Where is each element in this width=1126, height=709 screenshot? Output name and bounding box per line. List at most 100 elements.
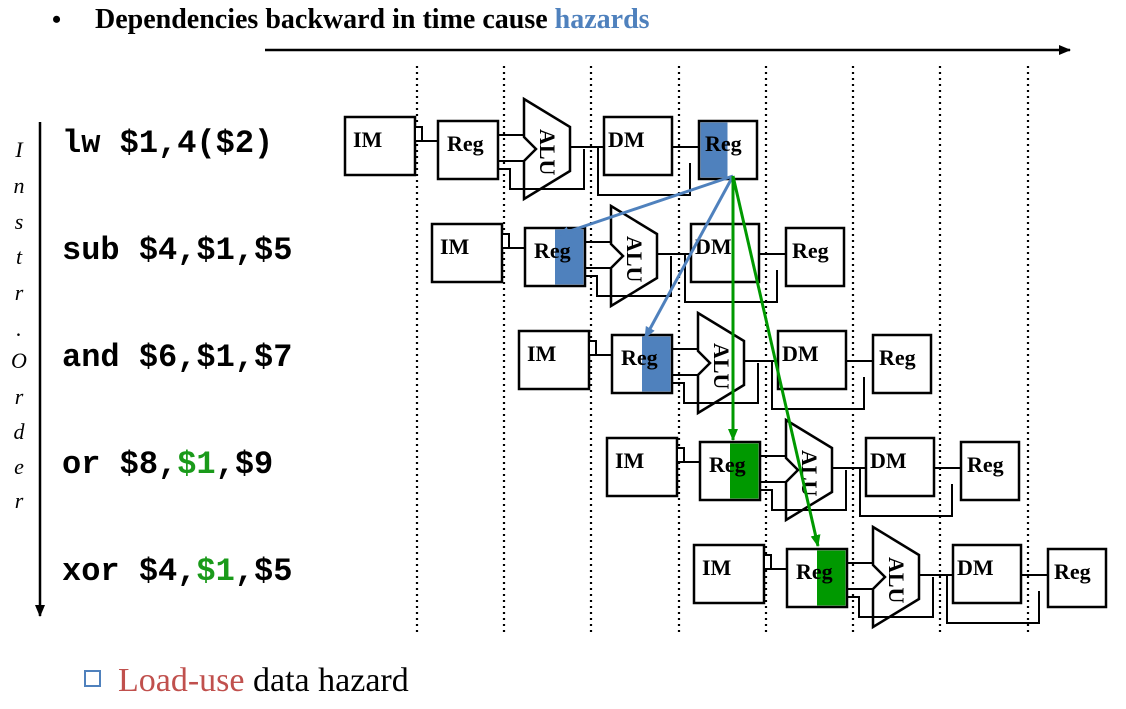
- instruction-line: and $6,$1,$7: [62, 339, 292, 376]
- instruction-opcode: or: [62, 446, 120, 483]
- pipeline-row: IM Reg ALU DM Reg: [517, 310, 933, 416]
- instruction-operand: $4,$1,$5: [139, 232, 293, 269]
- im-label: IM: [527, 341, 557, 366]
- reg-read-label: Reg: [447, 131, 484, 156]
- instruction-operand: $1: [177, 446, 215, 483]
- im-label: IM: [615, 448, 645, 473]
- reg-read-label: Reg: [709, 452, 746, 477]
- dm-label: DM: [695, 234, 732, 259]
- reg-write-box: [1046, 547, 1108, 609]
- im-box: [517, 329, 591, 391]
- im-box: [605, 436, 679, 498]
- instr-order-letter: I: [14, 137, 24, 162]
- instr-order-letter: r: [15, 280, 24, 305]
- instr-order-letter: d: [14, 419, 26, 444]
- reg-write-box: [784, 226, 846, 288]
- dependency-arrows: [557, 174, 821, 547]
- dm-label: DM: [870, 448, 907, 473]
- alu-shape: [609, 203, 659, 309]
- reg-write-label: Reg: [879, 345, 916, 370]
- dm-label: DM: [608, 127, 645, 152]
- instr-order-letter: t: [16, 244, 23, 269]
- reg-write-label: Reg: [967, 452, 1004, 477]
- instruction-operand: $4,: [139, 553, 197, 590]
- footer-load-use: Load-use: [118, 662, 245, 699]
- alu-label: ALU: [622, 236, 647, 283]
- im-box: [692, 543, 766, 605]
- dm-bypass-wire: [946, 575, 1040, 624]
- heading-bullet: •: [52, 5, 61, 34]
- im-reg-connector: [676, 447, 685, 463]
- alu-bypass-wire: [847, 577, 934, 618]
- heading: • Dependencies backward in time cause ha…: [52, 4, 650, 35]
- im-label: IM: [440, 234, 470, 259]
- alu-bypass-wire: [585, 256, 672, 297]
- reg-write-box: [871, 333, 933, 395]
- footer-rest: data hazard: [245, 662, 409, 699]
- im-label: IM: [702, 555, 732, 580]
- instruction-opcode: and: [62, 339, 139, 376]
- alu-shape: [784, 417, 834, 523]
- alu-bypass-wire: [760, 470, 847, 511]
- checkbox-icon: [84, 670, 101, 687]
- instr-order-letter: r: [15, 384, 24, 409]
- im-reg-connector: [588, 340, 597, 356]
- reg-write-label: Reg: [1054, 559, 1091, 584]
- im-box: [343, 115, 417, 177]
- reg-write-box: [959, 440, 1021, 502]
- reg-read-label: Reg: [796, 559, 833, 584]
- instruction-operand: ,$9: [216, 446, 274, 483]
- im-label: IM: [353, 127, 383, 152]
- dm-bypass-wire: [771, 361, 865, 410]
- alu-bypass-wire: [498, 149, 585, 190]
- instr-order-letter: r: [15, 488, 24, 513]
- instruction-operand: $6,$1,$7: [139, 339, 293, 376]
- reg-read-shade: [555, 229, 584, 285]
- dm-box: [864, 436, 936, 498]
- instr-order-letter: e: [14, 454, 24, 479]
- dm-bypass-wire: [597, 147, 691, 196]
- instruction-operand: ,$5: [235, 553, 293, 590]
- pipeline-row: IM Reg ALU DM Reg: [692, 524, 1108, 630]
- instruction-line: lw $1,4($2): [62, 125, 273, 162]
- alu-bypass-wire: [672, 363, 759, 404]
- instr-order-letter: .: [16, 316, 22, 341]
- alu-shape: [522, 96, 572, 202]
- pipeline-row: IM Reg ALU DM Reg: [605, 417, 1021, 523]
- instruction-operand: $8,: [120, 446, 178, 483]
- alu-label: ALU: [535, 129, 560, 176]
- alu-label: ALU: [709, 343, 734, 390]
- alu-shape: [871, 524, 921, 630]
- instruction-line: sub $4,$1,$5: [62, 232, 292, 269]
- instruction-operand: $1,4($2): [120, 125, 274, 162]
- dm-box: [602, 115, 674, 177]
- dm-box: [951, 543, 1023, 605]
- reg-read-label: Reg: [621, 345, 658, 370]
- heading-text: Dependencies backward in time cause haza…: [95, 4, 650, 35]
- reg-write-label: Reg: [705, 131, 742, 156]
- instruction-line: xor $4,$1,$5: [62, 553, 292, 590]
- im-box: [430, 222, 504, 284]
- blue-dependency-arrow: [643, 175, 735, 339]
- reg-read-shade: [730, 443, 759, 499]
- dm-bypass-wire: [684, 254, 778, 303]
- reg-read-box: [436, 119, 500, 181]
- instr-order-letter: s: [15, 209, 24, 234]
- footer: Load-use data hazard: [84, 662, 409, 699]
- instruction-opcode: sub: [62, 232, 139, 269]
- im-reg-connector: [501, 233, 510, 249]
- instruction-opcode: lw: [62, 125, 120, 162]
- green-dependency-arrow: [731, 175, 821, 547]
- pipeline-row: IM Reg ALU DM Reg: [430, 203, 846, 309]
- instruction-opcode: xor: [62, 553, 139, 590]
- reg-write-label: Reg: [792, 238, 829, 263]
- dm-label: DM: [782, 341, 819, 366]
- pipeline-row: IM Reg ALU DM Reg: [343, 96, 759, 202]
- dm-bypass-wire: [859, 468, 953, 517]
- footer-text: Load-use data hazard: [118, 662, 409, 699]
- instr-order-letter: O: [11, 348, 27, 373]
- reg-read-shade: [817, 550, 846, 606]
